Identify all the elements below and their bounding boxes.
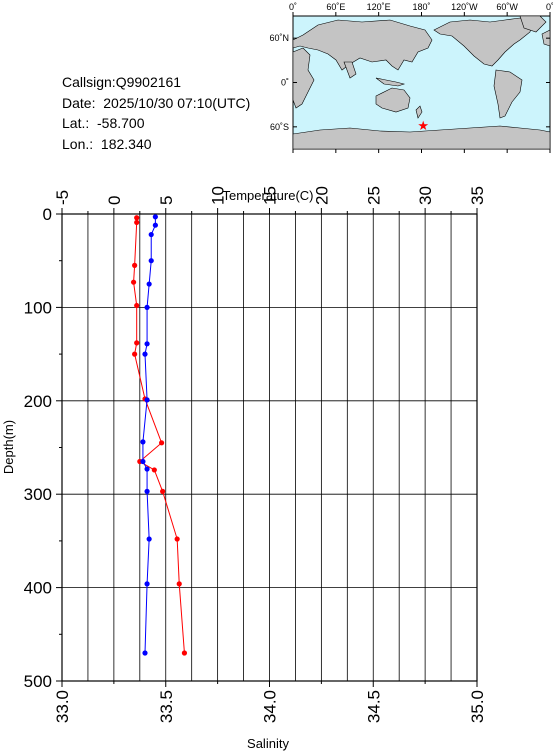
latitude-text: Lat.: -58.700 <box>62 115 145 131</box>
bottom-tick-label: 34.5 <box>364 690 383 723</box>
top-tick-label: 35 <box>468 186 487 205</box>
bottom-tick-label: 34.0 <box>261 690 280 723</box>
bottom-axis-label: Salinity <box>247 736 289 751</box>
map-longitude-label: 120˚W <box>451 2 478 12</box>
y-tick-label: 300 <box>24 485 52 504</box>
y-axis-label: Depth(m) <box>1 420 16 474</box>
map-longitude-label: 180˚ <box>412 2 430 12</box>
salinity-point <box>142 650 148 656</box>
salinity-point <box>144 341 150 347</box>
indonesia-land <box>375 77 406 87</box>
salinity-point <box>144 397 150 403</box>
salinity-point <box>146 536 152 542</box>
north-america-land <box>433 17 533 67</box>
map-latitude-label: 60˚N <box>269 33 289 43</box>
longitude-text: Lon.: 182.340 <box>62 135 152 152</box>
temperature-point <box>134 302 140 309</box>
y-tick-label: 400 <box>24 579 52 598</box>
chart-grid <box>61 213 478 682</box>
salinity-point <box>140 439 146 445</box>
temperature-point <box>176 581 182 587</box>
temperature-point <box>160 488 166 494</box>
map-longitude-label: 0˚ <box>289 2 297 12</box>
map-longitude-label: 120˚E <box>367 2 391 12</box>
top-tick-label: 10 <box>209 186 228 205</box>
salinity-point <box>140 458 146 465</box>
salinity-point <box>148 258 154 264</box>
temperature-point <box>134 340 140 346</box>
temperature-point <box>159 440 165 446</box>
top-tick-label: 30 <box>416 186 435 205</box>
temperature-point <box>134 219 140 226</box>
map-latitude-label: 0˚ <box>281 78 289 88</box>
y-tick-label: 200 <box>24 392 52 411</box>
map-longitude-label: 60˚E <box>326 2 345 12</box>
salinity-point <box>144 466 150 472</box>
date-text: Date: 2025/10/30 07:10(UTC) <box>62 94 251 111</box>
australia-land <box>375 87 411 113</box>
station-info: Callsign:Q9902161 Date: 2025/10/30 07:10… <box>62 72 250 154</box>
salinity-point <box>152 222 158 228</box>
map-latitude-label: 60˚S <box>270 122 289 132</box>
bottom-tick-label: 35.0 <box>468 690 487 723</box>
antarctica-land <box>292 125 551 150</box>
map-longitude-label: 60˚W <box>496 2 518 12</box>
temperature-point <box>132 351 138 357</box>
temperature-point <box>151 467 157 473</box>
top-tick-label: 25 <box>364 186 383 205</box>
salinity-line <box>142 216 156 653</box>
salinity-point <box>146 281 152 287</box>
south-america-land <box>493 69 523 119</box>
temperature-point <box>174 536 180 542</box>
salinity-point <box>144 488 150 494</box>
salinity-point <box>152 214 158 220</box>
salinity-point <box>148 231 154 238</box>
temperature-point <box>130 279 137 285</box>
eurasia-land <box>292 19 433 71</box>
map-longitude-label: 0˚ <box>546 2 553 12</box>
station-marker-icon: ★ <box>417 118 429 133</box>
temperature-point <box>132 262 138 268</box>
salinity-point <box>144 304 150 310</box>
bottom-tick-label: 33.5 <box>157 690 176 723</box>
salinity-point <box>142 351 148 357</box>
callsign-text: Callsign:Q9902161 <box>62 74 182 90</box>
map-landmasses <box>292 15 551 150</box>
top-tick-label: 15 <box>261 186 280 205</box>
axis-ticks <box>56 208 478 687</box>
top-tick-label: 5 <box>157 196 176 205</box>
top-tick-label: 0 <box>105 196 124 205</box>
bottom-tick-label: 33.0 <box>53 690 72 723</box>
india-land <box>343 61 357 79</box>
new-zealand-land <box>415 105 423 119</box>
africa-land <box>292 47 315 109</box>
top-tick-label: -5 <box>53 190 72 205</box>
y-tick-label: 500 <box>24 672 52 691</box>
top-tick-label: 20 <box>312 186 331 205</box>
temperature-point <box>181 650 188 656</box>
top-axis-label: Temperature(C) <box>222 188 313 203</box>
salinity-point <box>144 581 150 587</box>
location-map: 0˚ 60˚E 120˚E 180˚ 120˚W 60˚W 0˚ 60˚N 0˚ 60˚S ★ <box>269 2 553 153</box>
temperature-point <box>134 215 140 221</box>
greenland-land <box>519 15 547 33</box>
y-tick-label: 0 <box>43 205 52 224</box>
y-tick-label: 100 <box>24 298 52 317</box>
